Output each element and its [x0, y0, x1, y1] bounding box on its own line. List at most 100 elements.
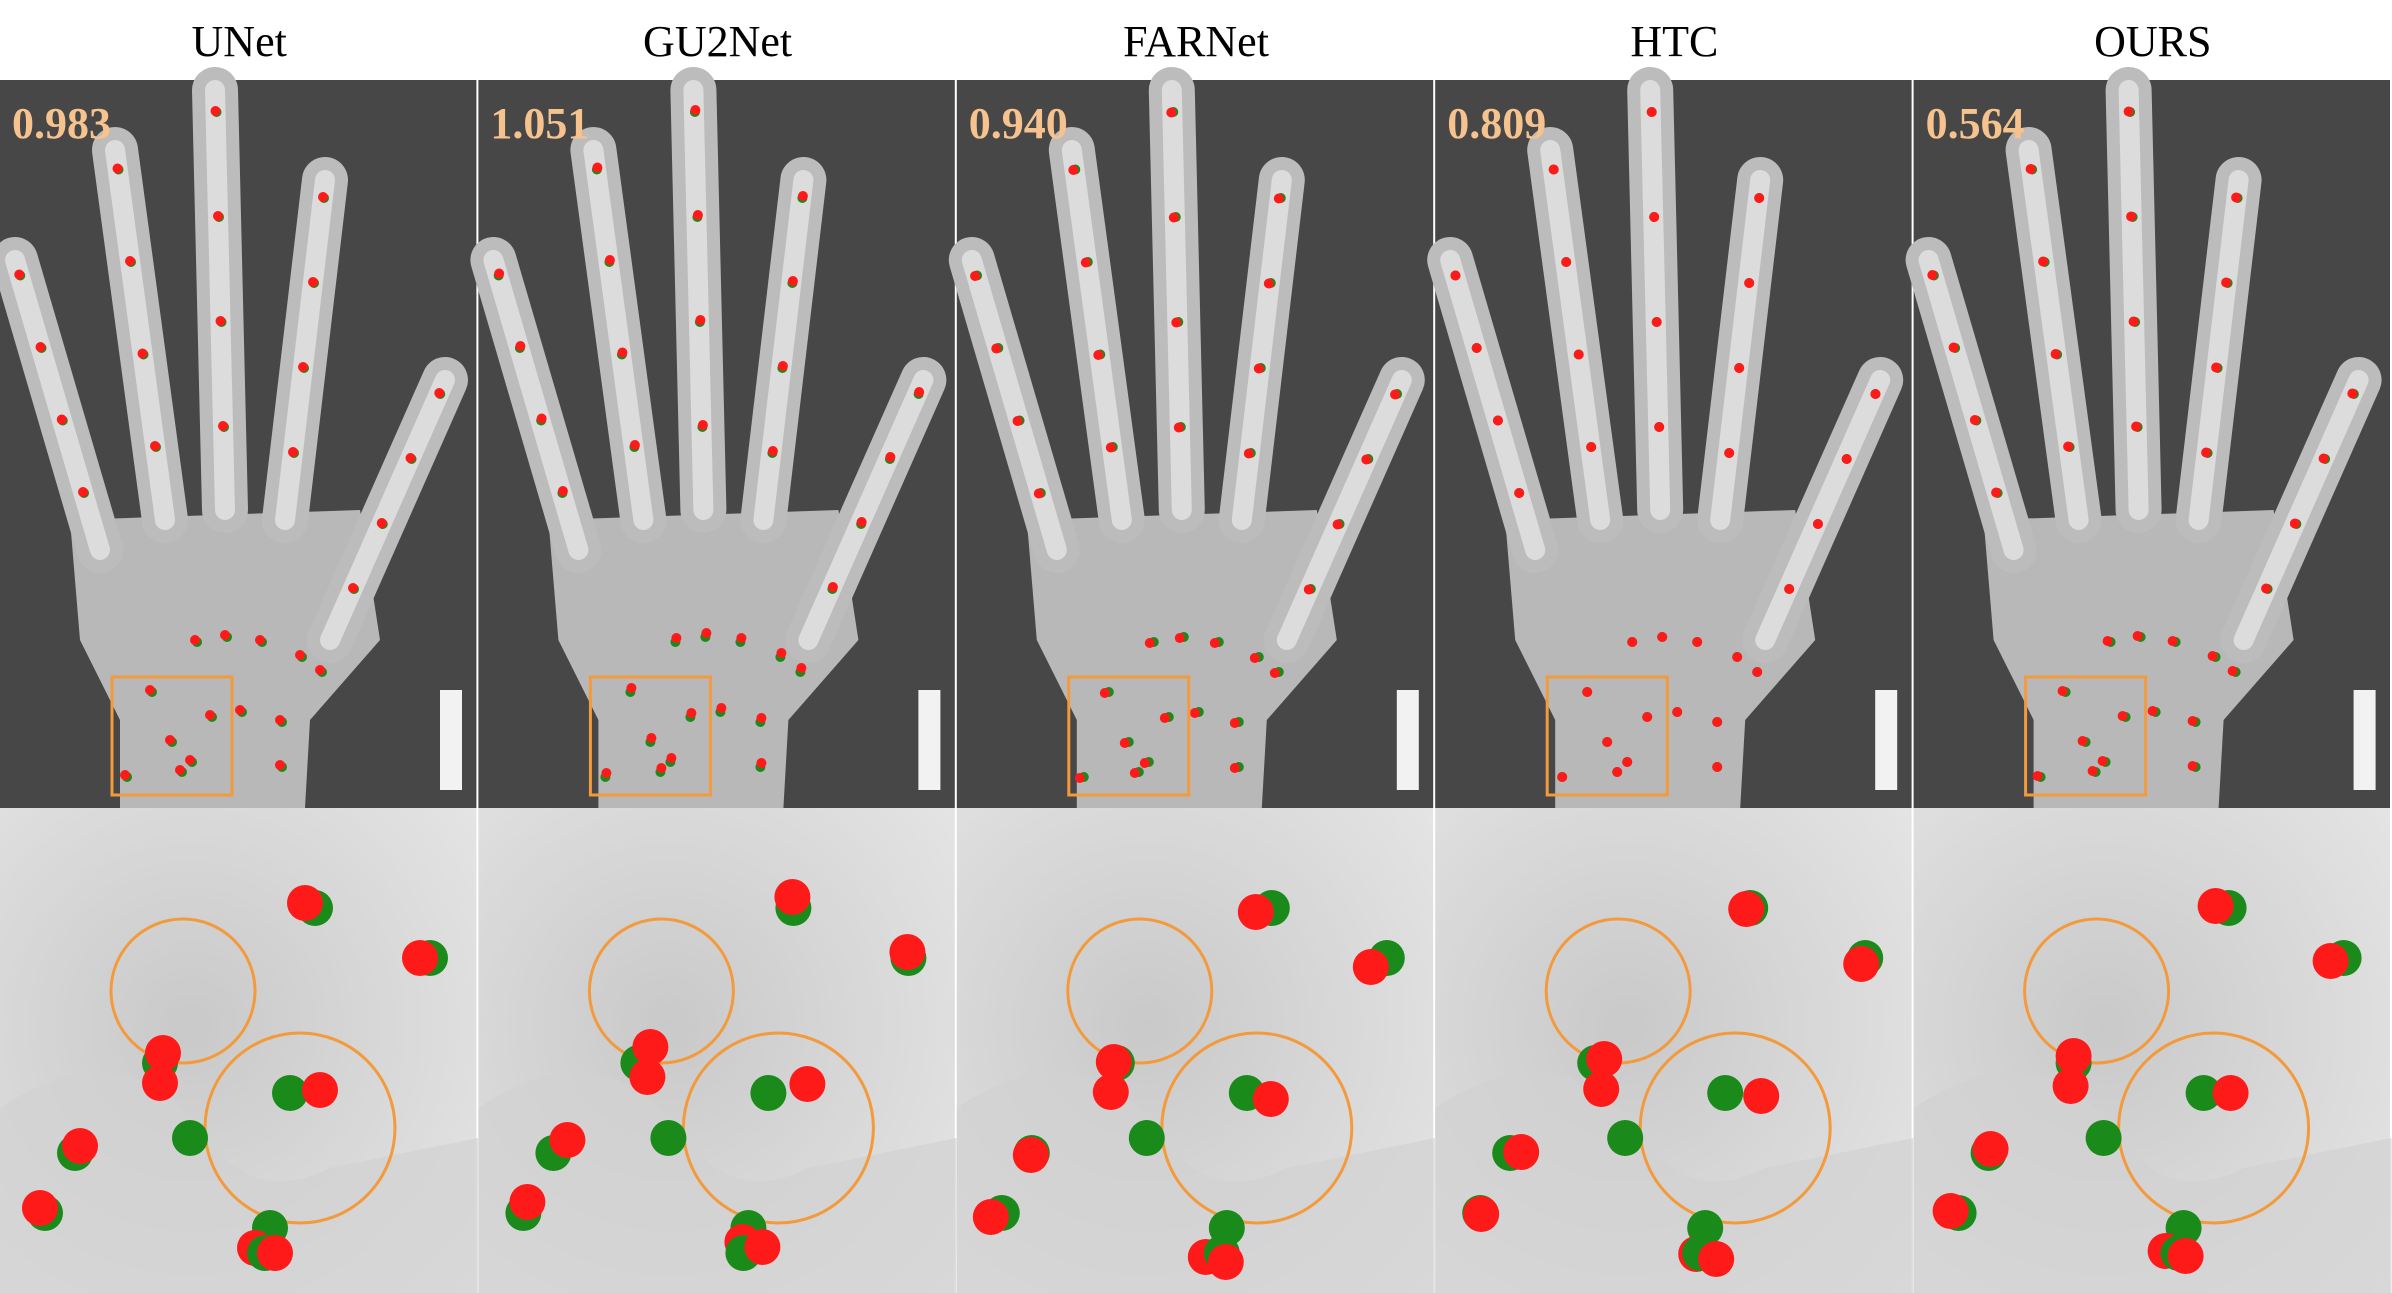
landmark-pred: [308, 277, 318, 287]
landmark-pred: [1698, 1241, 1735, 1277]
landmark-pred: [2221, 277, 2232, 288]
landmark-pred: [690, 105, 701, 115]
palm: [1026, 510, 1337, 808]
landmark-pred: [1012, 1137, 1049, 1173]
landmark-pred: [1093, 350, 1104, 360]
zoom-image: [956, 808, 1435, 1293]
landmark-pred: [2261, 583, 2272, 594]
finger-bone: [5, 250, 110, 560]
panel: FARNet 0.940: [948, 17, 1435, 1293]
landmark-pred: [2128, 316, 2139, 327]
landmark-pred: [629, 440, 640, 450]
finger-bone: [2233, 370, 2369, 650]
landmark-pred: [1352, 949, 1389, 985]
landmark-pred: [632, 1029, 669, 1065]
landmark-pred: [1303, 584, 1314, 595]
landmark-pred: [2227, 666, 2238, 676]
landmark-pred: [767, 446, 778, 456]
ruler: [440, 690, 462, 790]
landmark-pred: [1189, 708, 1200, 718]
landmark-pred: [1732, 652, 1743, 662]
landmark-pred: [1332, 519, 1343, 530]
landmark-pred: [1171, 317, 1182, 328]
landmark-pred: [787, 276, 798, 286]
landmark-pred: [1273, 193, 1284, 204]
xray-image: [470, 67, 955, 808]
landmark-pred: [145, 685, 155, 695]
finger-bone: [1710, 170, 1771, 530]
landmark-pred: [1972, 1131, 2009, 1167]
landmark-pred: [2102, 636, 2113, 646]
error-score: 0.940: [969, 99, 1068, 148]
landmark-pred: [695, 315, 706, 325]
landmark-pred: [1249, 653, 1260, 663]
landmark-pred: [1095, 1044, 1132, 1080]
ruler: [1875, 690, 1898, 790]
landmark-pred: [1841, 454, 1852, 464]
landmark-pred: [1252, 1081, 1289, 1117]
landmark-pred: [1561, 257, 1572, 267]
highlight-circle: [2023, 917, 2171, 1065]
landmark-pred: [56, 414, 67, 425]
landmark-pred: [1129, 768, 1140, 778]
landmark-pred: [656, 763, 667, 773]
landmark-pred: [1033, 488, 1044, 499]
landmark-pred: [1932, 1193, 1969, 1229]
landmark-pred: [1099, 688, 1110, 698]
zoom-box: [2024, 675, 2148, 797]
landmark-pred: [1784, 584, 1795, 594]
landmark-pred: [2131, 421, 2142, 432]
bone-shadow: [1913, 1072, 2392, 1293]
landmark-pred: [701, 628, 712, 638]
landmark-pred: [1253, 363, 1264, 374]
palm: [548, 510, 859, 808]
highlight-circle: [1160, 1031, 1354, 1225]
finger-bone: [2118, 80, 2149, 520]
landmark-pred: [1144, 638, 1155, 648]
error-score: 1.051: [490, 99, 589, 148]
landmark-pred: [774, 879, 811, 915]
landmark-pred: [1168, 212, 1179, 223]
finger-bone: [753, 170, 814, 530]
landmark-pred: [2212, 1075, 2249, 1111]
landmark-pred: [1583, 1071, 1620, 1107]
landmark-pred: [287, 885, 323, 921]
landmark-pred: [2197, 888, 2234, 924]
landmark-pred: [150, 441, 160, 451]
landmark-pred: [165, 735, 175, 745]
zoom-image: [0, 808, 478, 1293]
landmark-pred: [35, 342, 46, 352]
landmark-pred: [1712, 762, 1723, 772]
landmark-pred: [776, 648, 787, 658]
landmark-pred: [549, 1122, 586, 1158]
finger-bone: [1276, 370, 1412, 650]
landmark-pred: [2038, 256, 2049, 267]
landmark-pred: [991, 343, 1002, 354]
landmark-pred: [2132, 631, 2143, 641]
landmark-pred: [2063, 441, 2074, 452]
landmark-pred: [1174, 633, 1185, 643]
bone-shadow: [1435, 1072, 1914, 1293]
landmark-pred: [777, 361, 788, 371]
landmark-pred: [1743, 1078, 1780, 1114]
landmark-pred: [2289, 518, 2300, 529]
highlight-circle: [2117, 1031, 2311, 1225]
finger-bone: [1540, 140, 1611, 530]
landmark-pred: [494, 268, 505, 279]
landmark-pred: [1812, 519, 1823, 529]
landmark-pred: [348, 583, 358, 593]
landmark-pred: [604, 255, 615, 265]
error-score: 0.809: [1447, 99, 1546, 148]
landmark-pred: [1651, 317, 1662, 327]
landmark-pred: [914, 387, 925, 397]
error-score: 0.564: [1926, 99, 2025, 148]
zoom-image: [478, 808, 957, 1293]
landmark-pred: [1492, 415, 1503, 426]
landmark-pred: [2077, 736, 2088, 746]
finger-bone: [1640, 80, 1671, 520]
landmark-pred: [626, 683, 637, 693]
landmark-pred: [1269, 668, 1280, 678]
finger-bone: [483, 250, 589, 560]
